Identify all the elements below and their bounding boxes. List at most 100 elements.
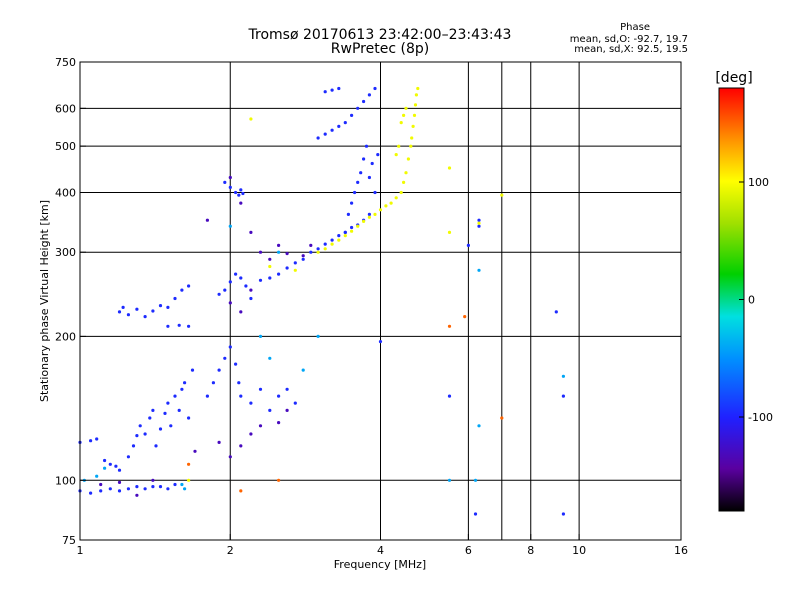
data-point [183, 487, 187, 491]
x-tick-label: 16 [674, 544, 688, 557]
data-point [337, 238, 341, 242]
data-point [249, 296, 253, 301]
data-point [173, 296, 177, 301]
data-point [228, 224, 232, 228]
colorbar-tick-label: 100 [748, 176, 769, 189]
data-point [376, 153, 380, 157]
data-point [268, 257, 272, 261]
data-point [166, 487, 170, 491]
data-point [277, 250, 281, 254]
data-point [447, 230, 452, 234]
data-point [285, 266, 289, 270]
chart-title-line2: RwPretec (8p) [330, 41, 430, 57]
data-point [143, 432, 147, 436]
data-point [95, 437, 99, 441]
data-point [217, 368, 221, 372]
data-point [143, 315, 147, 319]
data-point [394, 153, 398, 157]
data-point [404, 171, 408, 175]
data-point [187, 416, 191, 420]
data-point [258, 387, 263, 391]
phase-title: Phase [620, 22, 650, 33]
chart-title-line1: Tromsø 20170613 23:42:00–23:43:43 [248, 27, 512, 43]
data-point [463, 315, 467, 319]
data-point [158, 427, 163, 431]
data-point [183, 381, 187, 385]
data-point [187, 462, 191, 466]
data-point [223, 180, 227, 184]
data-point [410, 136, 414, 140]
data-point [228, 175, 232, 180]
data-point [343, 121, 347, 125]
data-point [151, 408, 155, 412]
data-point [148, 416, 152, 420]
data-point [211, 381, 215, 385]
data-point [323, 242, 327, 246]
data-point [89, 439, 93, 443]
data-point [166, 324, 170, 328]
data-point [277, 478, 281, 482]
data-point [356, 106, 360, 110]
data-point [399, 190, 403, 195]
data-point [217, 292, 221, 296]
data-point [337, 124, 341, 128]
data-point [126, 455, 130, 459]
data-point [301, 254, 305, 258]
data-point [268, 356, 272, 360]
x-tick-label: 8 [527, 544, 534, 557]
data-point [205, 218, 209, 222]
data-point [447, 394, 452, 398]
x-tick-label: 10 [572, 544, 586, 557]
data-point [413, 103, 418, 107]
data-point [301, 257, 305, 261]
data-point [373, 212, 377, 216]
data-point [373, 190, 377, 195]
data-point [406, 157, 410, 161]
data-point [135, 485, 139, 489]
data-point [500, 416, 504, 420]
data-point [402, 180, 406, 184]
data-point [166, 401, 170, 405]
data-point [187, 284, 191, 288]
data-point [228, 280, 232, 284]
x-axis-label: Frequency [MHz] [334, 558, 426, 571]
data-point [228, 455, 232, 459]
data-point [217, 440, 221, 444]
data-point [561, 512, 566, 516]
data-point [108, 462, 112, 466]
data-point [477, 224, 481, 228]
data-point [173, 482, 177, 487]
data-point [301, 368, 305, 372]
data-point [343, 230, 347, 234]
data-point [350, 201, 354, 205]
data-point [228, 185, 232, 189]
data-point [477, 218, 481, 222]
data-point [378, 208, 383, 212]
y-tick-label: 75 [62, 534, 76, 547]
data-point [277, 394, 281, 398]
data-point [277, 243, 281, 247]
data-point [239, 201, 243, 205]
data-point [177, 323, 181, 327]
data-point [234, 362, 238, 366]
data-point [249, 117, 253, 121]
data-point [285, 408, 289, 412]
data-point [114, 464, 118, 468]
data-point [356, 180, 360, 184]
y-tick-label: 500 [55, 140, 76, 153]
data-point [346, 212, 350, 216]
data-point [316, 334, 320, 338]
data-point [135, 493, 139, 497]
data-point [367, 212, 371, 216]
data-point [169, 424, 173, 428]
data-point [234, 272, 238, 276]
data-point [234, 190, 238, 195]
data-point [293, 268, 297, 272]
data-point [180, 288, 184, 292]
data-point [244, 284, 248, 288]
y-tick-label: 600 [55, 102, 76, 115]
y-tick-label: 200 [55, 330, 76, 343]
data-point [412, 113, 417, 117]
data-point [323, 247, 327, 251]
data-point [239, 188, 243, 192]
